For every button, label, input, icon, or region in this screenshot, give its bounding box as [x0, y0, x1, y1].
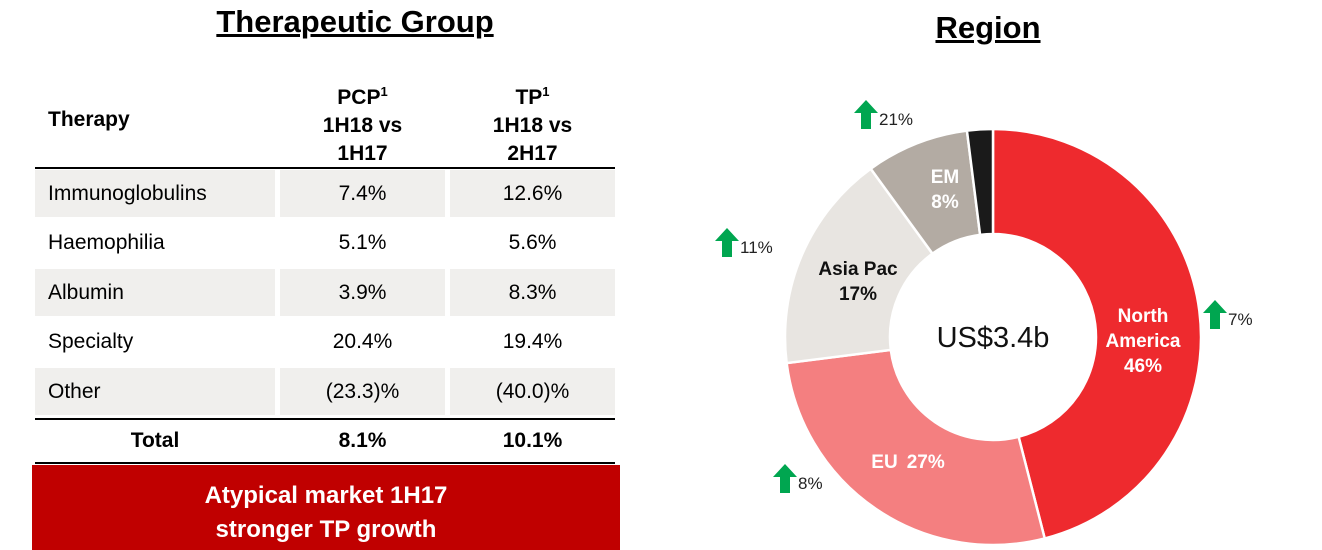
donut-segment — [965, 127, 995, 237]
chart-title: Region — [935, 10, 1041, 45]
rule — [35, 418, 615, 420]
table-cell: 5.1% — [280, 219, 445, 267]
table-cell: 20.4% — [280, 318, 445, 366]
table-cell: 19.4% — [450, 318, 615, 366]
table-cell: 7.4% — [280, 170, 445, 217]
growth-label: 7% — [1228, 310, 1253, 329]
segment-label: North America 46% — [1098, 304, 1188, 379]
table-cell: 8.3% — [450, 269, 615, 316]
donut-segment — [783, 166, 935, 365]
segment-name: EM — [930, 167, 960, 188]
header-line: 1H18 vs — [492, 114, 573, 137]
header-cell: Therapy — [48, 108, 130, 131]
donut-segment — [991, 127, 1203, 540]
segment-name: Asia Pac — [818, 259, 898, 280]
total-cell: 10.1% — [502, 429, 563, 452]
callout-line: stronger TP growth — [215, 516, 437, 543]
header-line: 1H18 vs — [322, 114, 403, 137]
growth-arrow — [854, 100, 878, 129]
growth-label: 21% — [879, 110, 914, 129]
growth-arrow — [715, 228, 739, 257]
table-cell: (40.0)% — [450, 368, 615, 415]
segment-label: EU 27% — [858, 450, 958, 475]
table-cell: 3.9% — [280, 269, 445, 316]
footnote-mark: 1 — [542, 84, 550, 99]
header-line: 1H17 — [337, 142, 388, 165]
table-cell: Other — [35, 368, 275, 415]
header-name: PCP — [337, 86, 381, 109]
total-cell: 8.1% — [338, 429, 387, 452]
header-line: 2H17 — [507, 142, 558, 165]
rule — [35, 462, 615, 464]
table-cell: Haemophilia — [35, 219, 275, 267]
total-cell: Total — [130, 429, 180, 452]
donut-segment — [785, 348, 1047, 547]
table-title: Therapeutic Group — [216, 4, 494, 39]
callout-line: Atypical market 1H17 — [204, 482, 448, 509]
callout-box: Atypical market 1H17 stronger TP growth — [32, 465, 620, 550]
table-cell: 12.6% — [450, 170, 615, 217]
growth-arrow — [1203, 300, 1227, 329]
header-name: TP — [515, 86, 543, 109]
segment-value: 46% — [1123, 356, 1163, 377]
table-cell: Albumin — [35, 269, 275, 316]
header-cell: PCP1 1H18 vs 1H17 — [280, 78, 445, 168]
segment-label: EM 8% — [895, 165, 995, 215]
segment-name: North America — [1105, 306, 1181, 352]
segment-name: EU — [871, 452, 898, 473]
growth-arrow — [773, 464, 797, 493]
segment-label: Asia Pac 17% — [808, 257, 908, 307]
growth-label: 11% — [740, 238, 773, 257]
rule — [35, 167, 615, 169]
growth-label: 8% — [798, 474, 823, 493]
table-cell: (23.3)% — [280, 368, 445, 415]
table-cell: Specialty — [35, 318, 275, 366]
header-cell: TP1 1H18 vs 2H17 — [450, 78, 615, 168]
segment-value: 8% — [931, 192, 959, 213]
segment-value: 17% — [838, 284, 878, 305]
table-cell: Immunoglobulins — [35, 170, 275, 217]
footnote-mark: 1 — [380, 84, 388, 99]
center-label: US$3.4b — [937, 322, 1050, 354]
table-cell: 5.6% — [450, 219, 615, 267]
segment-value: 27% — [906, 452, 945, 473]
